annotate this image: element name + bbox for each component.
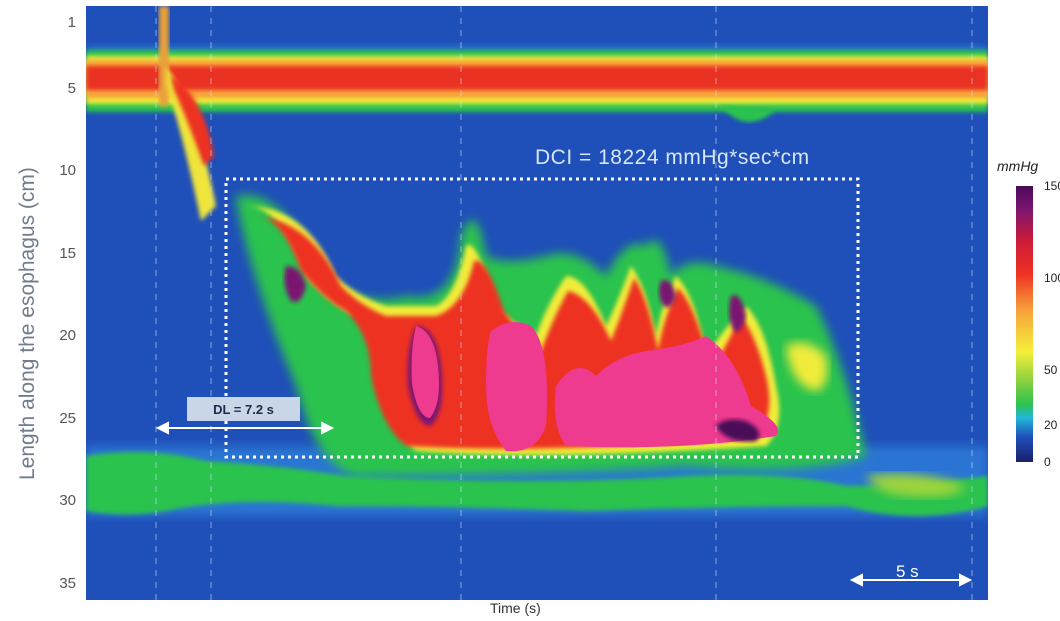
colorbar-tick-label: 100: [1044, 271, 1060, 285]
contraction-body: [236, 195, 866, 476]
y-axis-label: Length along the esophagus (cm): [16, 167, 39, 480]
colorbar-tick-label: 50: [1044, 363, 1058, 377]
scale-bar-label: 5 s: [896, 562, 919, 581]
heatmap-svg: [86, 6, 988, 600]
colorbar-title: mmHg: [997, 158, 1039, 174]
y-tick-label: 35: [59, 574, 76, 592]
event-lines: [155, 6, 973, 600]
y-tick-label: 20: [59, 327, 76, 344]
scale-bar: [849, 573, 973, 587]
colorbar-tick-label: 0: [1044, 455, 1051, 469]
colorbar-tick-label: 20: [1044, 418, 1058, 433]
les-band: [86, 452, 988, 516]
ues-band: [86, 50, 988, 123]
y-tick-label: 5: [67, 79, 76, 97]
y-tick-label: 25: [59, 409, 76, 427]
colorbar: [1016, 186, 1033, 462]
transition-zone: [166, 66, 216, 221]
swallow-marker: [159, 6, 169, 106]
plot-area: [86, 6, 988, 600]
colorbar-tick-label: 150: [1044, 179, 1060, 193]
dci-box: [224, 177, 860, 459]
y-tick-label: 1: [67, 13, 76, 31]
dl-arrow: [155, 421, 335, 435]
y-tick-label: 15: [59, 244, 76, 262]
y-tick-label: 30: [59, 492, 76, 509]
distal-latency-label: DL = 7.2 s: [187, 397, 300, 421]
dci-annotation: DCI = 18224 mmHg*sec*cm: [535, 146, 810, 169]
y-tick-label: 10: [59, 162, 76, 179]
x-axis-label: Time (s): [490, 600, 541, 616]
